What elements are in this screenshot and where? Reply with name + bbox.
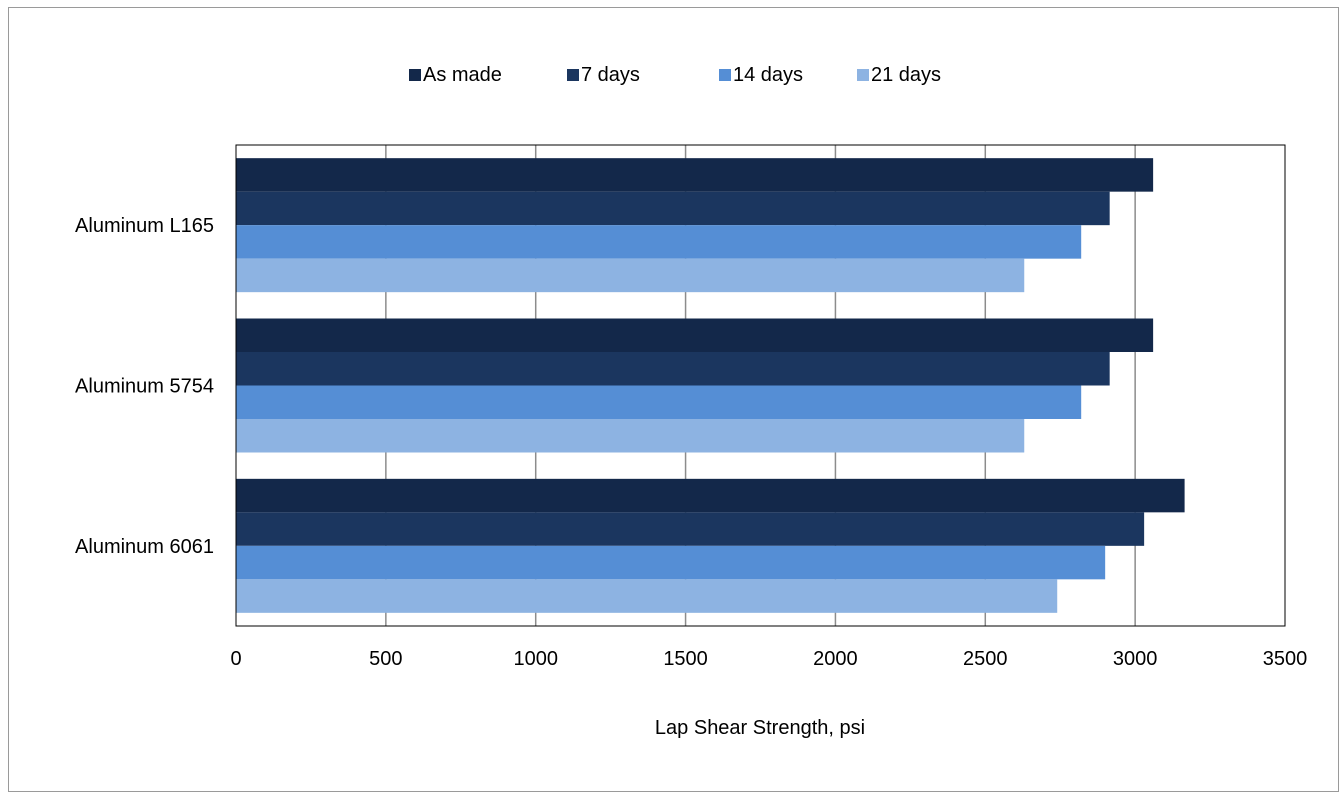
legend-label: As made <box>423 64 502 86</box>
bar <box>236 225 1082 259</box>
legend-swatch <box>567 69 579 81</box>
x-axis-tick-labels: 0 500 1000 1500 2000 2500 3000 3500 <box>230 648 1307 670</box>
legend-swatch <box>409 69 421 81</box>
bar <box>236 158 1154 192</box>
y-category-label: Aluminum 5754 <box>75 376 214 398</box>
bar <box>236 318 1154 352</box>
x-axis-title: Lap Shear Strength, psi <box>655 717 865 739</box>
x-tick-label: 1000 <box>513 648 558 670</box>
y-category-label: Aluminum 6061 <box>75 536 214 558</box>
x-tick-label: 2500 <box>963 648 1008 670</box>
legend-label: 7 days <box>581 64 640 86</box>
bar <box>236 512 1145 546</box>
bar <box>236 258 1025 293</box>
plot-area-border <box>235 144 1286 627</box>
bar <box>236 191 1110 226</box>
x-tick-label: 500 <box>369 648 402 670</box>
x-tick-label: 3500 <box>1263 648 1308 670</box>
bar <box>236 385 1082 419</box>
legend: As made 7 days 14 days 21 days <box>409 64 941 86</box>
x-tick-label: 1500 <box>663 648 708 670</box>
bar <box>236 419 1025 453</box>
legend-label: 21 days <box>871 64 941 86</box>
bar <box>236 352 1110 386</box>
x-tick-label: 3000 <box>1113 648 1158 670</box>
legend-swatch <box>719 69 731 81</box>
bar <box>236 579 1058 613</box>
y-axis-category-labels: Aluminum L165 Aluminum 5754 Aluminum 6061 <box>75 215 214 558</box>
x-tick-label: 0 <box>230 648 241 670</box>
legend-label: 14 days <box>733 64 803 86</box>
legend-swatch <box>857 69 869 81</box>
x-tick-label: 2000 <box>813 648 858 670</box>
bars <box>236 158 1185 613</box>
y-category-label: Aluminum L165 <box>75 215 214 237</box>
bar <box>236 478 1185 513</box>
bar <box>236 545 1106 580</box>
